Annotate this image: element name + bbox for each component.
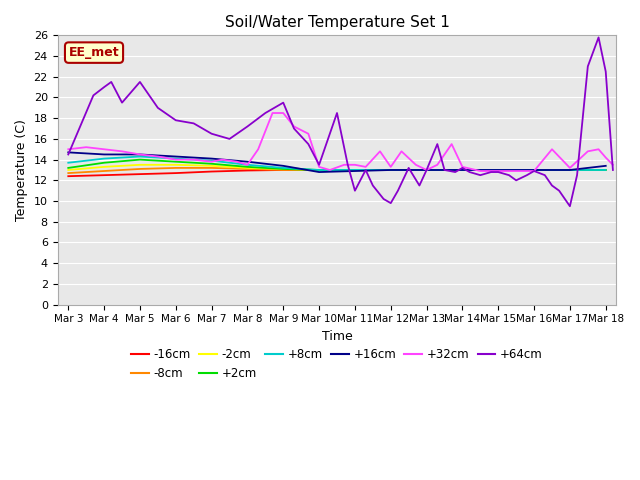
Y-axis label: Temperature (C): Temperature (C) bbox=[15, 119, 28, 221]
Title: Soil/Water Temperature Set 1: Soil/Water Temperature Set 1 bbox=[225, 15, 449, 30]
Legend: -16cm, -8cm, -2cm, +2cm, +8cm, +16cm, +32cm, +64cm: -16cm, -8cm, -2cm, +2cm, +8cm, +16cm, +3… bbox=[127, 344, 548, 385]
X-axis label: Time: Time bbox=[322, 330, 353, 343]
Text: EE_met: EE_met bbox=[68, 46, 119, 59]
